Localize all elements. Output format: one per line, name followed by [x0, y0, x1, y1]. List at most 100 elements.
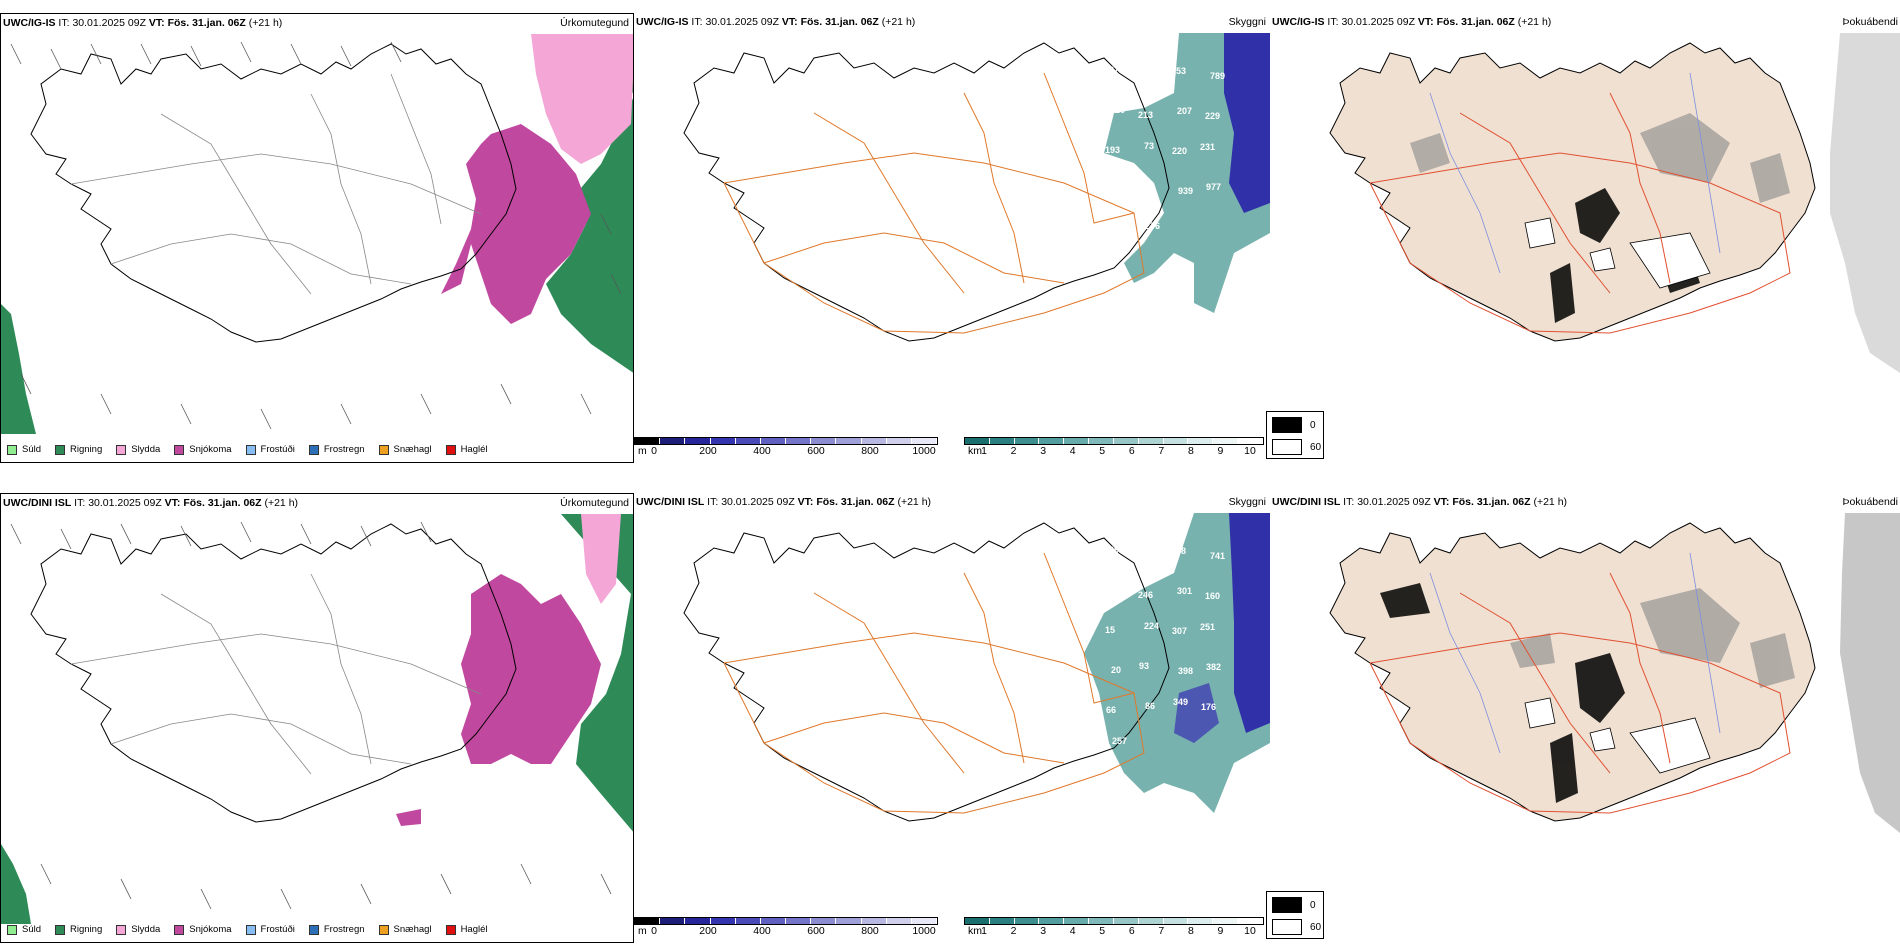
colorbar-tick: 0 — [651, 925, 657, 937]
colorbar-tick: 200 — [699, 925, 717, 937]
panel-header: UWC/DINI ISL IT: 30.01.2025 09Z VT: Fös.… — [1272, 496, 1567, 508]
visibility-value-label: 18 — [1139, 181, 1149, 191]
vt-value: Fös. 31.jan. 06Z — [167, 17, 246, 29]
legend-label: Snæhagl — [393, 444, 432, 455]
colorbar-tick: 6 — [1128, 925, 1135, 937]
model-name: UWC/IG-IS — [3, 17, 56, 29]
visibility-value-label: 73 — [1144, 141, 1154, 151]
fog-panel-row1: UWC/DINI ISL IT: 30.01.2025 09Z VT: Fös.… — [1270, 493, 1900, 943]
visibility-value-label: 549 — [1111, 185, 1126, 195]
legend-item: Rigning — [55, 444, 102, 455]
visibility-value-labels: 137 18 153 789 420 213 207 229 193 73 220 231 549 18 9… — [1104, 65, 1225, 235]
legend-swatch — [378, 924, 389, 935]
visibility-value-label: 939 — [1178, 186, 1193, 196]
colorbar-bin — [685, 438, 711, 444]
lead-time: (+21 h) — [248, 17, 283, 29]
height-colorbar: m 0 200 400 600 800 1000 — [634, 437, 938, 457]
panel-header: UWC/IG-IS IT: 30.01.2025 09Z VT: Fös. 31… — [3, 17, 282, 29]
fog-map — [1329, 513, 1900, 833]
legend-item: Frostúði — [245, 924, 295, 935]
colorbar-bin — [1188, 918, 1214, 924]
vt-label: VT: — [781, 16, 798, 28]
visibility-value-label: 614 — [1110, 585, 1125, 595]
colorbar-bin — [1163, 918, 1189, 924]
fog-legend-label: 0 — [1310, 899, 1316, 911]
colorbar-tick: 2 — [1010, 925, 1017, 937]
fog-legend-row0: 0 60 — [1266, 411, 1324, 459]
panel-header: UWC/DINI ISL IT: 30.01.2025 09Z VT: Fös.… — [3, 497, 298, 509]
colorbar-tick: 2 — [1010, 445, 1017, 457]
vt-label: VT: — [1433, 496, 1450, 508]
legend-label: Frostúði — [260, 924, 295, 935]
visibility-value-label: 398 — [1178, 666, 1193, 676]
colorbar-bin — [911, 438, 938, 444]
it-label: IT: — [1327, 16, 1339, 28]
visibility-value-label: 741 — [1210, 551, 1225, 561]
visibility-value-label: 276 — [1145, 221, 1160, 231]
legend-label: Súld — [22, 924, 42, 935]
colorbar-bin — [635, 918, 661, 924]
visibility-value-label: 15 — [1105, 625, 1115, 635]
colorbar-tick: 800 — [861, 925, 879, 937]
model-name: UWC/DINI ISL — [3, 497, 72, 509]
legend-item: Snjókoma — [174, 444, 232, 455]
colorbar-bin — [1238, 438, 1263, 444]
colorbar-tick: 6 — [1128, 445, 1135, 457]
colorbar-unit: km — [968, 445, 982, 457]
it-label: IT: — [707, 496, 719, 508]
colorbar-bin — [735, 438, 761, 444]
it-label: IT: — [1343, 496, 1355, 508]
legend-label: Rigning — [70, 924, 103, 935]
visibility-value-label: 208 — [1171, 546, 1186, 556]
legend-swatch — [308, 444, 319, 455]
legend-swatch — [245, 444, 256, 455]
legend-label: Frostregn — [323, 444, 365, 455]
legend-item: Frostregn — [308, 444, 365, 455]
colorbar-bin — [710, 438, 736, 444]
panel-title: Þokuábendi — [1842, 496, 1898, 508]
visibility-value-label: 382 — [1206, 662, 1221, 672]
colorbar-bin — [1238, 918, 1263, 924]
colorbar-bin — [861, 438, 887, 444]
colorbar-bin — [1014, 438, 1040, 444]
colorbar-bin — [886, 918, 912, 924]
vt-label: VT: — [164, 497, 181, 509]
colorbar-tick: 8 — [1187, 445, 1194, 457]
colorbar-tick: 10 — [1244, 445, 1256, 457]
colorbar-tick: 0 — [651, 445, 657, 457]
colorbar-bin — [1113, 438, 1139, 444]
legend-swatch — [445, 924, 456, 935]
legend-label: Slydda — [131, 444, 161, 455]
colorbar-bin — [1039, 918, 1065, 924]
visibility-value-label: 137 — [1104, 65, 1119, 75]
legend-label: Haglél — [460, 444, 488, 455]
colorbar-bin — [1014, 918, 1040, 924]
lead-time: (+21 h) — [264, 497, 299, 509]
colorbar-bin — [965, 438, 990, 444]
colorbar-bin — [989, 918, 1015, 924]
colorbar-tick: 8 — [1187, 925, 1194, 937]
colorbar-tick: 600 — [807, 925, 825, 937]
visibility-value-label: 229 — [1205, 111, 1220, 121]
colorbar-bin — [635, 438, 661, 444]
colorbar-bin — [1113, 918, 1139, 924]
visibility-panel-row1: 239 200 208 741 614 246 301 160 15 224 307 251 20 93 3… — [634, 493, 1270, 943]
it-value: 30.01.2025 09Z — [705, 16, 779, 28]
colorbar-bin — [811, 438, 837, 444]
colorbar-tick: 200 — [699, 445, 717, 457]
model-name: UWC/IG-IS — [1272, 16, 1325, 28]
visibility-value-label: 231 — [1200, 142, 1215, 152]
colorbar-bin — [965, 918, 990, 924]
legend-label: Slydda — [131, 924, 161, 935]
legend-item: Súld — [7, 444, 41, 455]
fog-legend-label: 0 — [1310, 419, 1316, 431]
colorbar-strip — [964, 437, 1264, 445]
colorbar-bin — [861, 918, 887, 924]
visibility-value-label: 257 — [1112, 736, 1127, 746]
fog-legend-swatch — [1272, 417, 1302, 433]
visibility-value-label: 246 — [1138, 590, 1153, 600]
visibility-value-label: 86 — [1145, 701, 1155, 711]
legend-item: Haglél — [445, 444, 488, 455]
visibility-value-label: 66 — [1106, 705, 1116, 715]
colorbar-bin — [836, 918, 862, 924]
